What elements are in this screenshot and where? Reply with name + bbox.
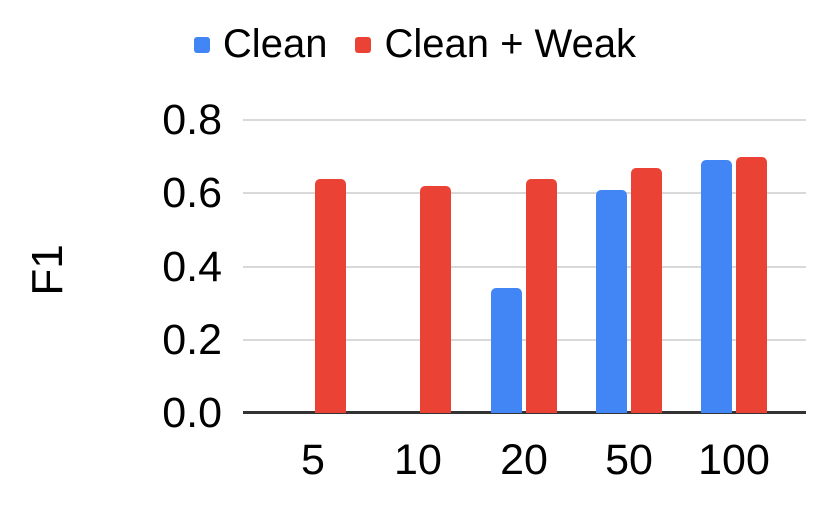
bar-group-5: [280, 120, 346, 413]
bar-clean-weak-100: [735, 156, 767, 413]
x-tick-label: 20: [500, 436, 548, 484]
gridline: [243, 119, 806, 121]
bar-clean-weak-20: [525, 178, 557, 413]
y-tick-label: 0.8: [162, 96, 222, 144]
legend-item-1: Clean + Weak: [355, 22, 636, 67]
y-axis-title: F1: [23, 244, 72, 296]
y-tick-label: 0.4: [162, 242, 222, 291]
bar-group-50: [595, 120, 662, 413]
y-tick-label: 0.2: [162, 315, 222, 364]
legend-swatch-icon: [193, 36, 210, 53]
bar-group-10: [385, 120, 451, 413]
bar-clean-50: [595, 189, 627, 413]
bar-group-20: [490, 120, 557, 413]
x-tick-label: 5: [301, 436, 325, 484]
bar-clean-weak-50: [630, 167, 662, 413]
plot-area: [243, 119, 806, 414]
legend-label: Clean + Weak: [384, 22, 637, 66]
x-tick-label: 50: [605, 436, 653, 484]
bar-clean-20: [490, 288, 522, 413]
x-tick-label: 10: [394, 436, 442, 484]
y-tick-label: 0.0: [162, 389, 222, 437]
chart-legend: Clean Clean + Weak: [0, 22, 830, 67]
legend-label: Clean: [222, 22, 328, 66]
gridline: [243, 338, 806, 341]
bar-group-100: [700, 120, 767, 413]
legend-item-0: Clean: [193, 22, 328, 67]
bar-clean-weak-10: [419, 185, 451, 413]
y-tick-label: 0.6: [162, 169, 222, 218]
gridline: [243, 192, 806, 195]
x-tick-label: 100: [698, 436, 770, 484]
legend-swatch-icon: [355, 36, 372, 53]
bar-clean-100: [700, 160, 732, 413]
x-axis-line: [243, 411, 806, 414]
gridline: [243, 265, 806, 268]
bar-clean-weak-5: [314, 178, 346, 413]
